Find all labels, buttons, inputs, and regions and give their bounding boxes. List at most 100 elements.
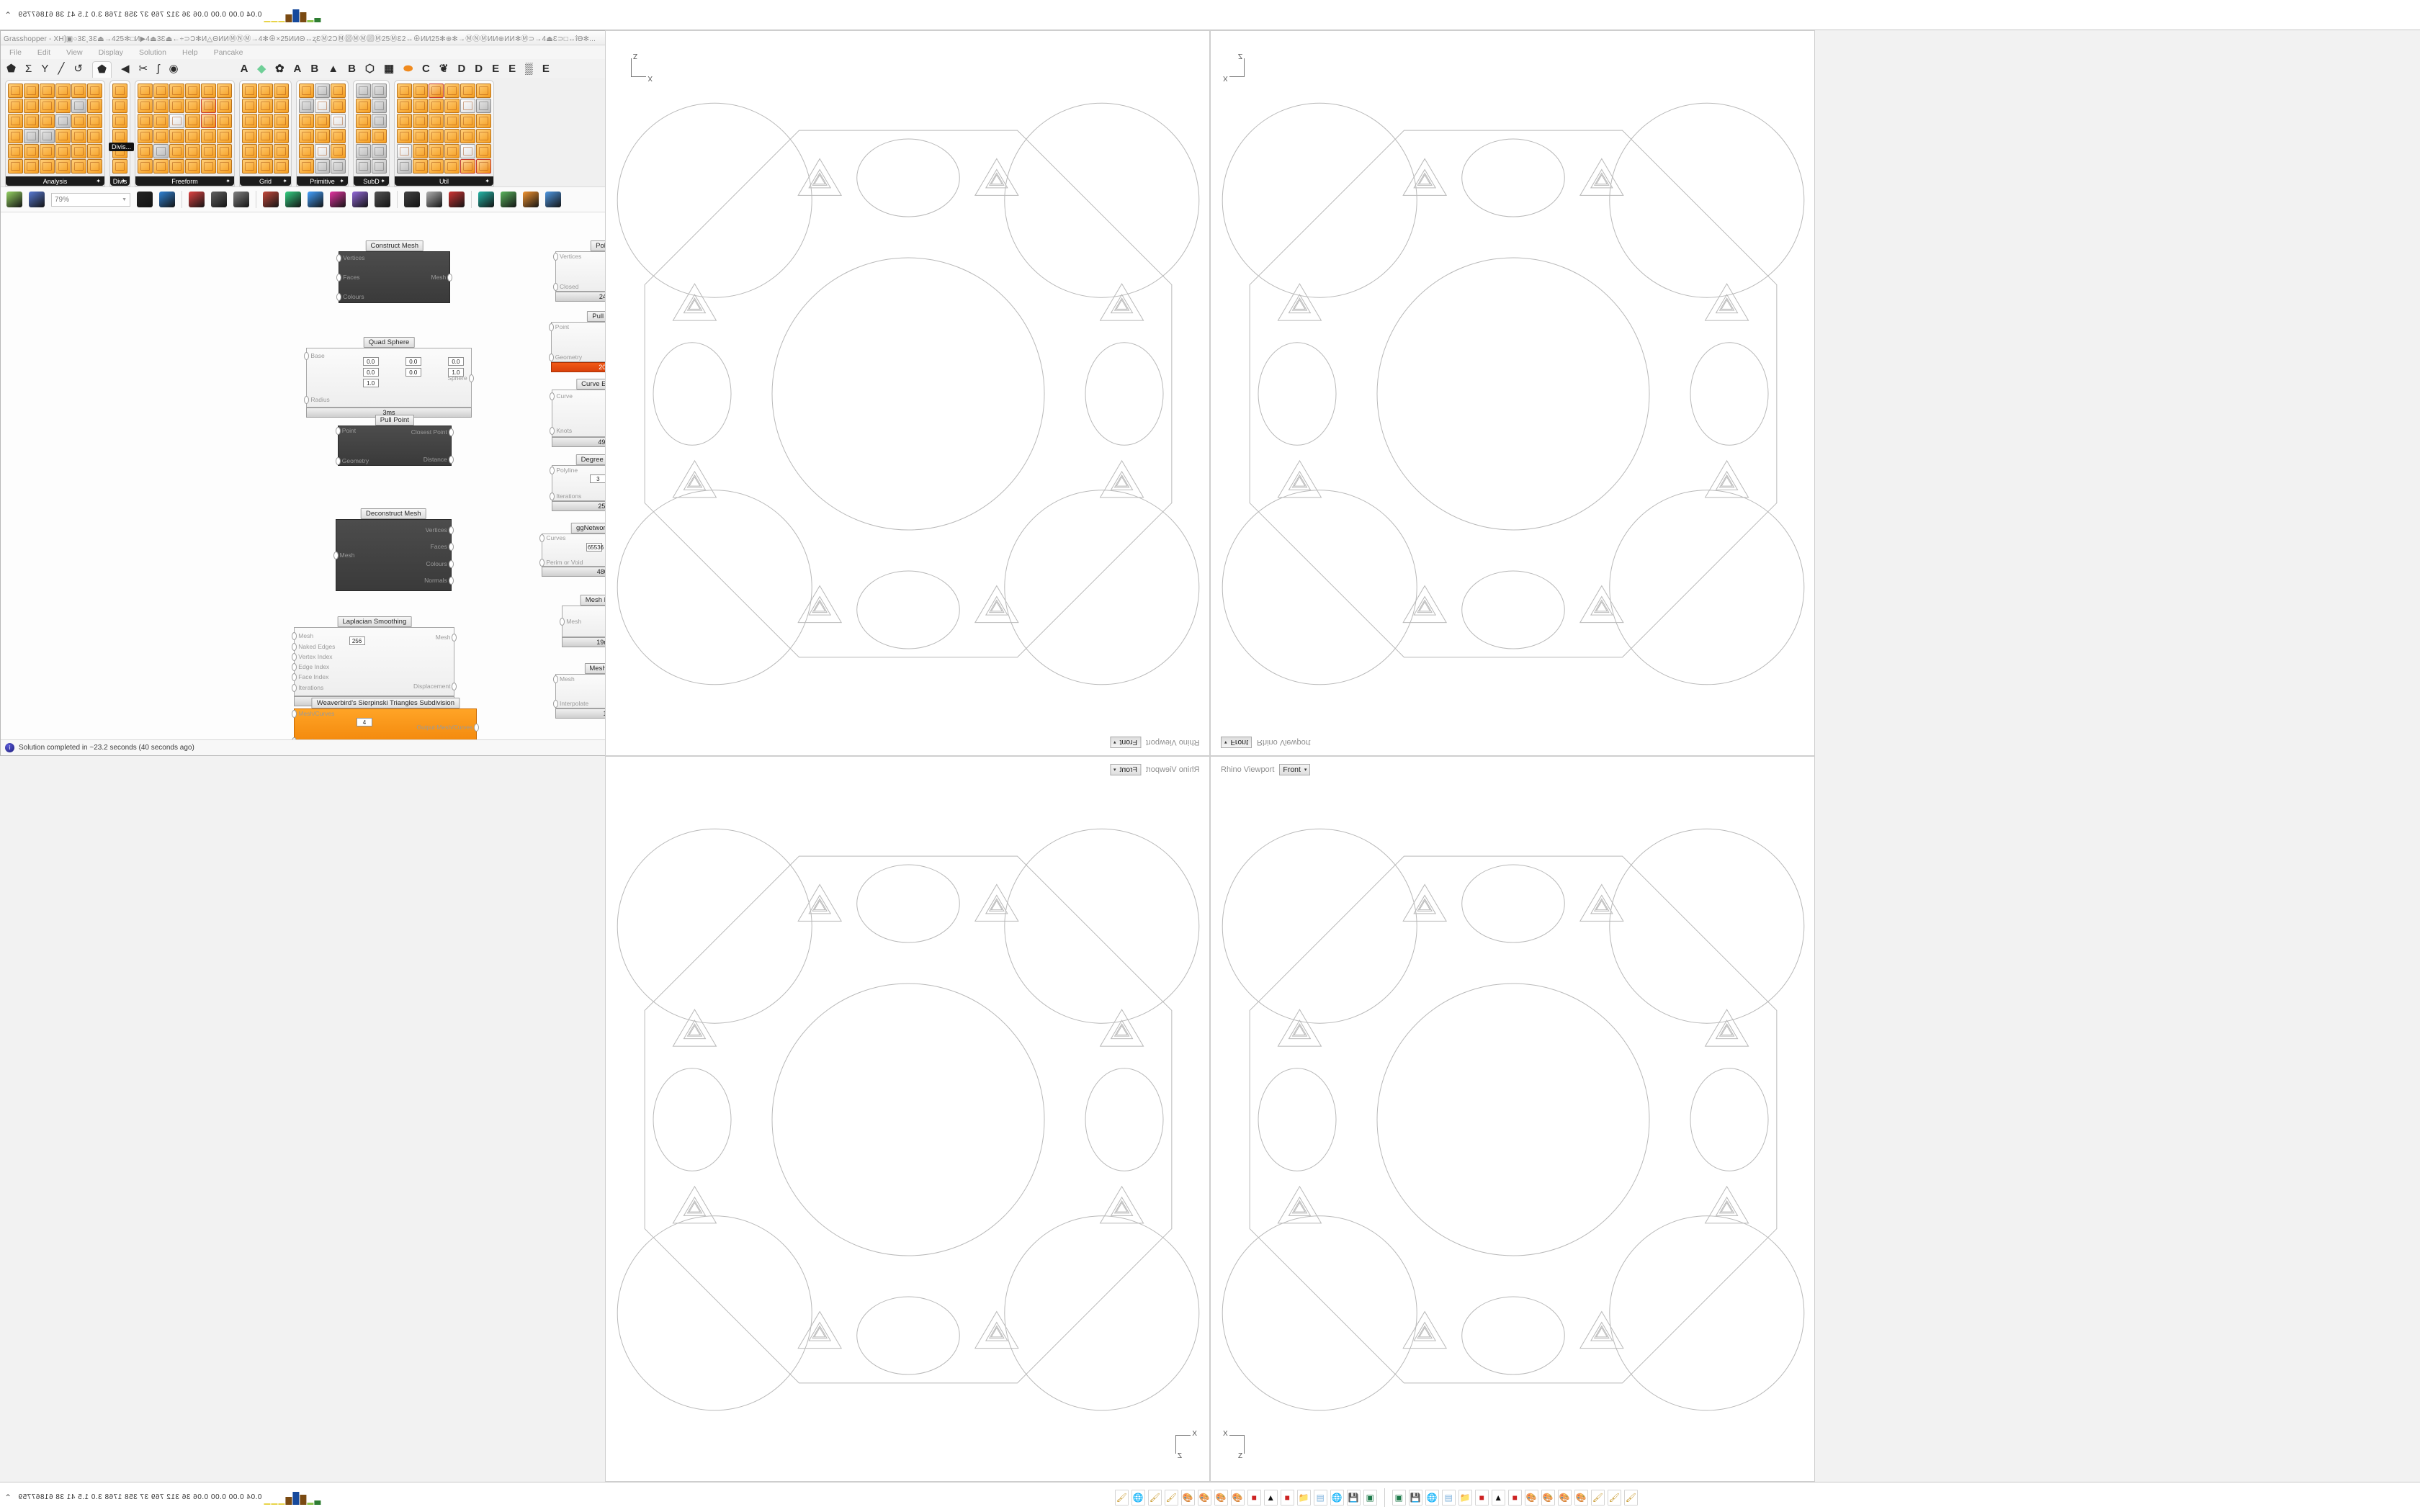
output-port-normals-deconstruct-mesh-a-br[interactable]: Normals	[424, 577, 447, 585]
component-icon-subd-3-br[interactable]	[372, 99, 387, 113]
output-port-mesh-construct-mesh-a-br[interactable]: Mesh	[431, 274, 447, 281]
input-port-curve-curve-edit-points-br[interactable]: Curve	[556, 392, 573, 400]
output-nub-0-sierpinski-subdivision-br[interactable]	[474, 724, 480, 732]
ribbon-tab-right-3-br[interactable]: A	[293, 62, 302, 75]
component-icon-subd-9-br[interactable]	[372, 144, 387, 158]
panel-caption-divis-br[interactable]: Divis ✦	[110, 176, 130, 186]
input-nub-0-mesh-explode-br[interactable]	[553, 675, 558, 683]
menu-item-file-br[interactable]: File	[9, 48, 22, 57]
component-icon-grid-4-br[interactable]	[258, 99, 273, 113]
input-nub-1-quad-sphere-br[interactable]	[304, 396, 310, 405]
component-icon-divis-2-br[interactable]	[112, 114, 127, 128]
output-nub-1-deconstruct-mesh-a-br[interactable]	[448, 543, 454, 552]
app-icon-firefox-2[interactable]: 🌐	[1330, 1489, 1344, 1506]
component-icon-grid-15-br[interactable]	[242, 159, 257, 174]
component-icon-subd-2-br[interactable]	[356, 99, 371, 113]
zoom-extents-icon-br[interactable]	[137, 192, 153, 207]
component-icon-util-26-br[interactable]	[429, 144, 444, 158]
app-icon-save[interactable]: 💾	[1346, 1489, 1361, 1506]
component-icon-freeform-24-br[interactable]	[138, 144, 153, 158]
component-body-sierpinski-subdivision-br[interactable]: Mesh/Curves Level Output Mesh/Curves 4	[292, 708, 480, 739]
component-icon-analysis-2-br[interactable]	[40, 84, 55, 98]
component-icon-subd-0-br[interactable]	[356, 84, 371, 98]
component-icon-freeform-20-br[interactable]	[169, 129, 184, 143]
app-icon-palette-6[interactable]: 🎨	[1557, 1489, 1572, 1506]
notes-icon-br[interactable]	[285, 192, 301, 207]
menu-item-pancake-br[interactable]: Pancake	[213, 48, 243, 57]
input-nub-1-mesh-explode-br[interactable]	[553, 700, 558, 708]
view-dropdown-bl[interactable]: Front ▾	[1109, 764, 1141, 775]
input-port-colours-construct-mesh-a-br[interactable]: Colours	[343, 292, 364, 300]
component-icon-freeform-26-br[interactable]	[169, 144, 184, 158]
component-icon-freeform-22-br[interactable]	[201, 129, 216, 143]
scissors-icon-br[interactable]	[375, 192, 390, 207]
component-icon-analysis-15-br[interactable]	[55, 114, 71, 128]
component-icon-grid-8-br[interactable]	[274, 114, 289, 128]
component-icon-analysis-24-br[interactable]	[8, 144, 23, 158]
component-icon-freeform-23-br[interactable]	[217, 129, 232, 143]
app-icon-bat[interactable]: ▲	[1263, 1489, 1278, 1506]
app-icon-gimp-3[interactable]: 🖌	[1164, 1489, 1178, 1506]
panel-pin-icon-5-br[interactable]: ✦	[380, 178, 385, 184]
ribbon-tab-right-17-br[interactable]: E	[542, 62, 550, 75]
input-nub-1-gg-network-polygons-br[interactable]	[539, 558, 545, 567]
component-icon-util-12-br[interactable]	[397, 114, 412, 128]
ribbon-tab-right-1-br[interactable]: ◆	[257, 62, 266, 75]
component-icon-freeform-21-br[interactable]	[185, 129, 200, 143]
menu-item-solution-br[interactable]: Solution	[139, 48, 166, 57]
component-icon-freeform-15-br[interactable]	[185, 114, 200, 128]
gh-component-laplacian-smoothing-br[interactable]: Laplacian Smoothing Mesh Naked Edges Vertex…	[292, 616, 457, 706]
input-port-vertex-index-laplacian-smoothing-br[interactable]: Vertex Index	[298, 652, 333, 660]
component-icon-analysis-22-br[interactable]	[71, 129, 86, 143]
component-icon-subd-4-br[interactable]	[356, 114, 371, 128]
view-dropdown-tr[interactable]: ▾ Front	[1221, 737, 1252, 748]
component-icon-freeform-13-br[interactable]	[153, 114, 169, 128]
ribbon-tab-right-9-br[interactable]: ⬬	[403, 62, 413, 75]
view-dropdown-tl[interactable]: Front ▾	[1109, 737, 1141, 748]
component-icon-freeform-32-br[interactable]	[169, 159, 184, 174]
component-panel-divis-br[interactable]: Divis... Divis ✦	[109, 80, 134, 186]
input-port-interpolate-mesh-explode-br[interactable]: Interpolate	[560, 700, 589, 708]
component-icon-primitive-3-br[interactable]	[299, 99, 314, 113]
component-icon-freeform-33-br[interactable]	[185, 159, 200, 174]
component-icon-freeform-30-br[interactable]	[138, 159, 153, 174]
panel-pin-icon-2-br[interactable]: ✦	[225, 178, 230, 184]
output-port-closest-point-pull-point-a-br[interactable]: Closest Point	[411, 428, 447, 436]
component-icon-analysis-30-br[interactable]	[8, 159, 23, 174]
component-icon-primitive-10-br[interactable]	[315, 129, 330, 143]
component-icon-freeform-31-br[interactable]	[153, 159, 169, 174]
shade-dark-icon-br[interactable]	[404, 192, 420, 207]
component-icon-divis-5-br[interactable]	[112, 159, 127, 174]
component-icon-analysis-8-br[interactable]	[40, 99, 55, 113]
component-icon-analysis-21-br[interactable]	[55, 129, 71, 143]
tray-expand-icon-bottom[interactable]: ⌃	[4, 1492, 12, 1503]
output-nub-2-deconstruct-mesh-a-br[interactable]	[448, 559, 454, 568]
ribbon-tab-right-12-br[interactable]: D	[457, 62, 466, 75]
component-icon-util-11-br[interactable]	[476, 99, 491, 113]
input-port-vertices-polyline-a-br[interactable]: Vertices	[560, 253, 582, 261]
component-icon-freeform-35-br[interactable]	[217, 159, 232, 174]
component-icon-primitive-0-br[interactable]	[299, 84, 314, 98]
component-icon-grid-7-br[interactable]	[258, 114, 273, 128]
app-icon-rhino[interactable]: ■	[1247, 1489, 1261, 1506]
gh-component-quad-sphere-br[interactable]: Quad Sphere Base Radius Sphere 0.0 0.0 0.0 0.0 0…	[304, 337, 474, 418]
component-icon-analysis-32-br[interactable]	[40, 159, 55, 174]
component-icon-analysis-23-br[interactable]	[87, 129, 102, 143]
component-icon-grid-11-br[interactable]	[274, 129, 289, 143]
input-port-level-sierpinski-subdivision-br[interactable]: Level	[298, 737, 313, 739]
param-field-y-quad-sphere-br[interactable]: 0.0	[405, 357, 421, 366]
component-icon-analysis-17-br[interactable]	[87, 114, 102, 128]
component-icon-primitive-17-br[interactable]	[331, 159, 346, 174]
component-icon-analysis-28-br[interactable]	[71, 144, 86, 158]
input-nub-1-sierpinski-subdivision-br[interactable]	[292, 737, 297, 739]
component-icon-util-18-br[interactable]	[397, 129, 412, 143]
component-icon-freeform-16-br[interactable]	[201, 114, 216, 128]
shade-light-icon-br[interactable]	[426, 192, 442, 207]
input-nub-1-polyline-a-br[interactable]	[553, 282, 558, 291]
input-port-curves-gg-network-polygons-br[interactable]: Curves	[546, 534, 566, 542]
component-icon-grid-3-br[interactable]	[242, 99, 257, 113]
app-icon-terminal[interactable]: ▣	[1363, 1489, 1377, 1506]
component-icon-primitive-2-br[interactable]	[331, 84, 346, 98]
input-nub-0-quad-sphere-br[interactable]	[304, 351, 310, 360]
